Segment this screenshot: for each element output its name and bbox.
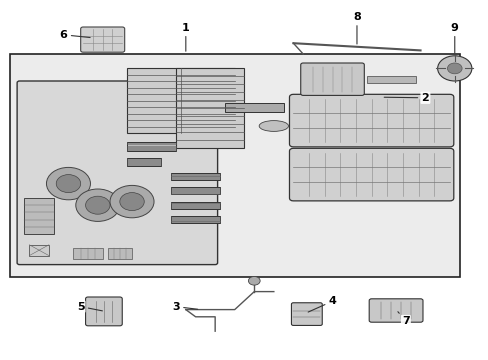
Bar <box>10 54 459 277</box>
FancyBboxPatch shape <box>291 303 322 325</box>
Bar <box>107 248 132 259</box>
Bar <box>29 245 49 256</box>
Bar <box>127 142 176 151</box>
FancyBboxPatch shape <box>17 81 217 265</box>
FancyBboxPatch shape <box>300 63 364 95</box>
Bar <box>171 216 220 223</box>
FancyBboxPatch shape <box>289 94 453 147</box>
Text: 5: 5 <box>77 302 102 312</box>
Circle shape <box>46 167 90 200</box>
Bar <box>127 68 234 133</box>
FancyBboxPatch shape <box>368 299 422 322</box>
Bar <box>171 187 220 194</box>
Bar <box>127 158 161 166</box>
Text: 4: 4 <box>307 296 336 312</box>
Circle shape <box>248 276 260 285</box>
Text: 9: 9 <box>450 23 458 53</box>
Bar <box>24 198 54 234</box>
Bar <box>224 103 283 112</box>
FancyBboxPatch shape <box>289 148 453 201</box>
Circle shape <box>447 63 461 74</box>
Circle shape <box>85 196 110 214</box>
Bar <box>171 173 220 180</box>
FancyBboxPatch shape <box>81 27 124 52</box>
Circle shape <box>120 193 144 211</box>
Circle shape <box>76 189 120 221</box>
Bar <box>73 248 102 259</box>
Text: 6: 6 <box>60 30 90 40</box>
Bar <box>176 68 244 148</box>
Ellipse shape <box>259 121 288 131</box>
Text: 3: 3 <box>172 302 197 312</box>
Bar <box>366 76 415 83</box>
Text: 2: 2 <box>384 93 428 103</box>
Bar <box>171 202 220 209</box>
Text: 1: 1 <box>182 23 189 51</box>
Text: 7: 7 <box>397 312 409 326</box>
Circle shape <box>56 175 81 193</box>
Circle shape <box>437 56 471 81</box>
FancyBboxPatch shape <box>85 297 122 326</box>
Text: 8: 8 <box>352 12 360 44</box>
Circle shape <box>110 185 154 218</box>
